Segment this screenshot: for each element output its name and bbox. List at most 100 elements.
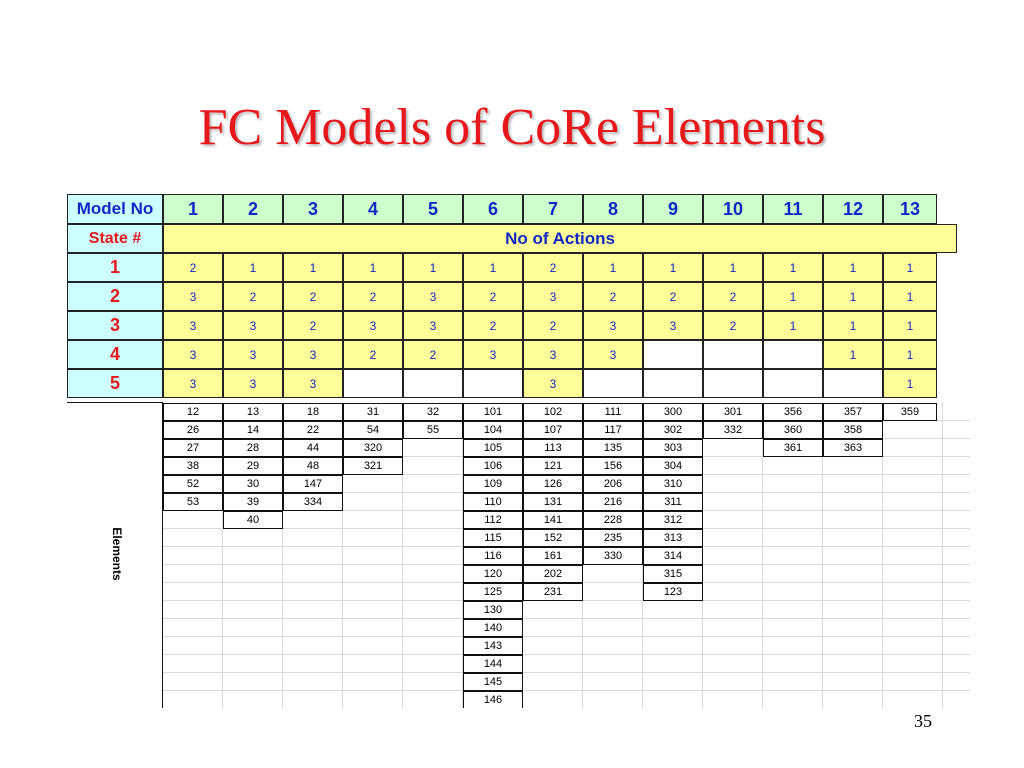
element-id-cell: 18 — [283, 403, 343, 421]
element-id-cell: 107 — [523, 421, 583, 439]
element-id-cell: 40 — [223, 511, 283, 529]
actions-count-cell — [763, 369, 823, 398]
element-id-cell: 359 — [883, 403, 937, 421]
element-id-cell: 48 — [283, 457, 343, 475]
actions-count-cell: 3 — [583, 340, 643, 369]
model-number-header: 2 — [223, 194, 283, 224]
actions-count-cell: 3 — [223, 311, 283, 340]
actions-count-cell: 1 — [763, 253, 823, 282]
state-number-label: 1 — [67, 253, 163, 282]
actions-count-cell: 1 — [643, 253, 703, 282]
element-id-cell: 111 — [583, 403, 643, 421]
actions-count-cell: 3 — [163, 311, 223, 340]
actions-count-cell: 2 — [463, 311, 523, 340]
element-id-cell: 52 — [163, 475, 223, 493]
actions-count-cell: 3 — [163, 340, 223, 369]
element-id-cell: 145 — [463, 673, 523, 691]
element-id-cell: 330 — [583, 547, 643, 565]
element-id-cell: 303 — [643, 439, 703, 457]
state-number-label: 2 — [67, 282, 163, 311]
element-id-cell: 121 — [523, 457, 583, 475]
actions-count-cell: 2 — [403, 340, 463, 369]
element-id-cell: 202 — [523, 565, 583, 583]
actions-count-cell: 2 — [583, 282, 643, 311]
element-id-cell: 101 — [463, 403, 523, 421]
actions-count-cell: 2 — [343, 340, 403, 369]
actions-count-cell: 1 — [403, 253, 463, 282]
element-id-cell: 14 — [223, 421, 283, 439]
element-id-cell: 53 — [163, 493, 223, 511]
element-id-cell: 104 — [463, 421, 523, 439]
element-id-cell: 28 — [223, 439, 283, 457]
actions-count-cell: 2 — [703, 282, 763, 311]
model-number-header: 11 — [763, 194, 823, 224]
element-id-cell: 112 — [463, 511, 523, 529]
actions-count-cell: 1 — [823, 282, 883, 311]
element-id-cell: 310 — [643, 475, 703, 493]
actions-count-cell — [583, 369, 643, 398]
actions-count-cell: 1 — [883, 369, 937, 398]
actions-header: No of Actions — [163, 224, 957, 253]
element-id-cell: 360 — [763, 421, 823, 439]
actions-count-cell: 1 — [883, 311, 937, 340]
element-id-cell: 144 — [463, 655, 523, 673]
state-number-label: 4 — [67, 340, 163, 369]
model-number-header: 7 — [523, 194, 583, 224]
element-id-cell: 26 — [163, 421, 223, 439]
actions-count-cell: 1 — [763, 311, 823, 340]
actions-count-cell: 3 — [523, 369, 583, 398]
element-id-cell: 300 — [643, 403, 703, 421]
actions-count-cell — [763, 340, 823, 369]
actions-count-cell: 3 — [343, 311, 403, 340]
element-id-cell: 312 — [643, 511, 703, 529]
element-id-cell: 361 — [763, 439, 823, 457]
element-id-cell: 110 — [463, 493, 523, 511]
state-number-label: 5 — [67, 369, 163, 398]
slide-title: FC Models of CoRe Elements — [198, 99, 826, 156]
element-id-cell: 363 — [823, 439, 883, 457]
element-id-cell: 32 — [403, 403, 463, 421]
page-number: 35 — [914, 711, 932, 731]
element-id-cell: 216 — [583, 493, 643, 511]
actions-count-cell: 1 — [343, 253, 403, 282]
element-id-cell: 161 — [523, 547, 583, 565]
element-id-cell: 302 — [643, 421, 703, 439]
model-number-header: 9 — [643, 194, 703, 224]
actions-count-cell: 1 — [703, 253, 763, 282]
actions-count-cell: 2 — [283, 282, 343, 311]
element-id-cell: 315 — [643, 565, 703, 583]
element-id-cell: 116 — [463, 547, 523, 565]
actions-count-cell — [703, 369, 763, 398]
element-id-cell: 27 — [163, 439, 223, 457]
element-id-cell: 31 — [343, 403, 403, 421]
element-id-cell: 115 — [463, 529, 523, 547]
actions-count-cell — [343, 369, 403, 398]
model-number-header: 8 — [583, 194, 643, 224]
actions-count-cell — [703, 340, 763, 369]
elements-divider — [162, 403, 163, 708]
element-id-cell: 357 — [823, 403, 883, 421]
element-id-cell: 356 — [763, 403, 823, 421]
actions-count-cell: 2 — [343, 282, 403, 311]
element-id-cell: 55 — [403, 421, 463, 439]
element-id-cell: 321 — [343, 457, 403, 475]
actions-count-cell: 2 — [643, 282, 703, 311]
actions-count-cell: 2 — [703, 311, 763, 340]
element-id-cell: 146 — [463, 691, 523, 708]
element-id-cell: 29 — [223, 457, 283, 475]
actions-count-cell: 3 — [223, 340, 283, 369]
element-id-cell: 301 — [703, 403, 763, 421]
actions-count-cell: 1 — [583, 253, 643, 282]
actions-count-cell: 3 — [163, 282, 223, 311]
actions-count-cell: 3 — [223, 369, 283, 398]
actions-count-cell: 2 — [523, 311, 583, 340]
actions-count-cell: 3 — [523, 340, 583, 369]
element-id-cell: 304 — [643, 457, 703, 475]
state-header-label: State # — [67, 224, 163, 253]
element-id-cell: 141 — [523, 511, 583, 529]
actions-count-cell — [643, 340, 703, 369]
element-id-cell: 22 — [283, 421, 343, 439]
actions-count-cell: 3 — [163, 369, 223, 398]
element-id-cell: 140 — [463, 619, 523, 637]
actions-count-cell: 3 — [403, 311, 463, 340]
